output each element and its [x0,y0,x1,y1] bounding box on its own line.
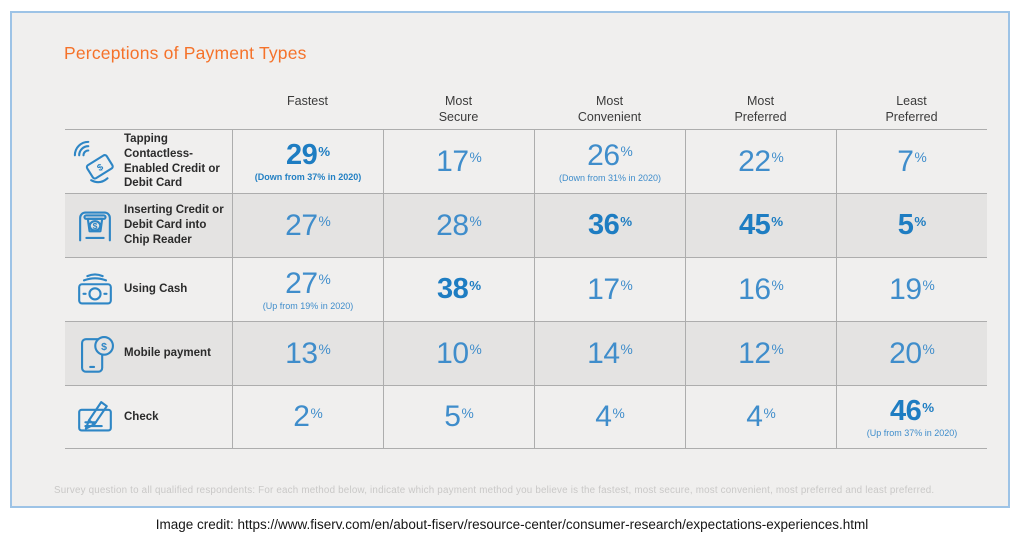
column-header-most-convenient: Most Convenient [577,94,642,124]
row-label-cash: Using Cash [65,257,232,321]
cell-cash-fastest: 27% (Up from 19% in 2020) [232,257,383,321]
cell-mobile-most-convenient: 14% [534,321,685,385]
cell-contactless-least-preferred: 7% [836,129,987,193]
row-label-text: Check [124,410,159,423]
cell-note: (Down from 31% in 2020) [558,172,662,183]
cell-contactless-fastest: 29% (Down from 37% in 2020) [232,129,383,193]
cell-check-most-preferred: 4% [685,385,836,449]
contactless-card-icon: $ [71,139,119,185]
cell-note: (Up from 19% in 2020) [262,300,354,311]
cell-chip-least-preferred: 5% [836,193,987,257]
cell-chip-most-preferred: 45% [685,193,836,257]
row-label-text: Tapping Contactless-Enabled Credit or De… [124,132,220,190]
row-label-contactless: $ Tapping Contactless-Enabled Credit or … [65,129,232,193]
row-label-text: Inserting Credit or Debit Card into Chip… [124,204,224,246]
row-label-text: Using Cash [124,283,188,296]
svg-text:$: $ [101,340,107,352]
cell-chip-most-secure: 28% [383,193,534,257]
cell-cash-most-convenient: 17% [534,257,685,321]
image-credit: Image credit: https://www.fiserv.com/en/… [155,517,869,532]
mobile-payment-icon: $ [71,331,119,377]
cell-cash-least-preferred: 19% [836,257,987,321]
svg-text:$: $ [93,221,98,231]
cell-cash-most-preferred: 16% [685,257,836,321]
row-label-chip-reader: $ Inserting Credit or Debit Card into Ch… [65,193,232,257]
corner-spacer [65,93,232,129]
cell-mobile-least-preferred: 20% [836,321,987,385]
svg-text:$: $ [95,161,106,174]
cell-contactless-most-preferred: 22% [685,129,836,193]
cell-note: (Down from 37% in 2020) [254,172,362,182]
page-title: Perceptions of Payment Types [64,43,307,63]
cell-chip-fastest: 27% [232,193,383,257]
row-label-text: Mobile payment [124,347,211,360]
row-label-mobile: $ Mobile payment [65,321,232,385]
cash-icon [71,267,119,313]
perceptions-table: Fastest Most Secure Most Convenient Most… [65,93,987,449]
chip-reader-icon: $ [71,203,119,249]
row-label-check: Check [65,385,232,449]
cell-check-most-convenient: 4% [534,385,685,449]
column-header-most-secure: Most Secure [438,94,479,124]
cell-mobile-fastest: 13% [232,321,383,385]
check-icon [71,394,119,440]
cell-check-most-secure: 5% [383,385,534,449]
infographic-panel: Perceptions of Payment Types Fastest Mos… [10,11,1010,508]
cell-check-fastest: 2% [232,385,383,449]
cell-cash-most-secure: 38% [383,257,534,321]
cell-note: (Up from 37% in 2020) [866,427,958,438]
cell-mobile-most-preferred: 12% [685,321,836,385]
cell-contactless-most-convenient: 26% (Down from 31% in 2020) [534,129,685,193]
cell-chip-most-convenient: 36% [534,193,685,257]
column-header-most-preferred: Most Preferred [734,94,787,124]
column-header-fastest: Fastest [287,94,328,108]
survey-footnote: Survey question to all qualified respond… [54,485,935,496]
column-header-least-preferred: Least Preferred [885,94,938,124]
cell-contactless-most-secure: 17% [383,129,534,193]
cell-check-least-preferred: 46% (Up from 37% in 2020) [836,385,987,449]
cell-mobile-most-secure: 10% [383,321,534,385]
